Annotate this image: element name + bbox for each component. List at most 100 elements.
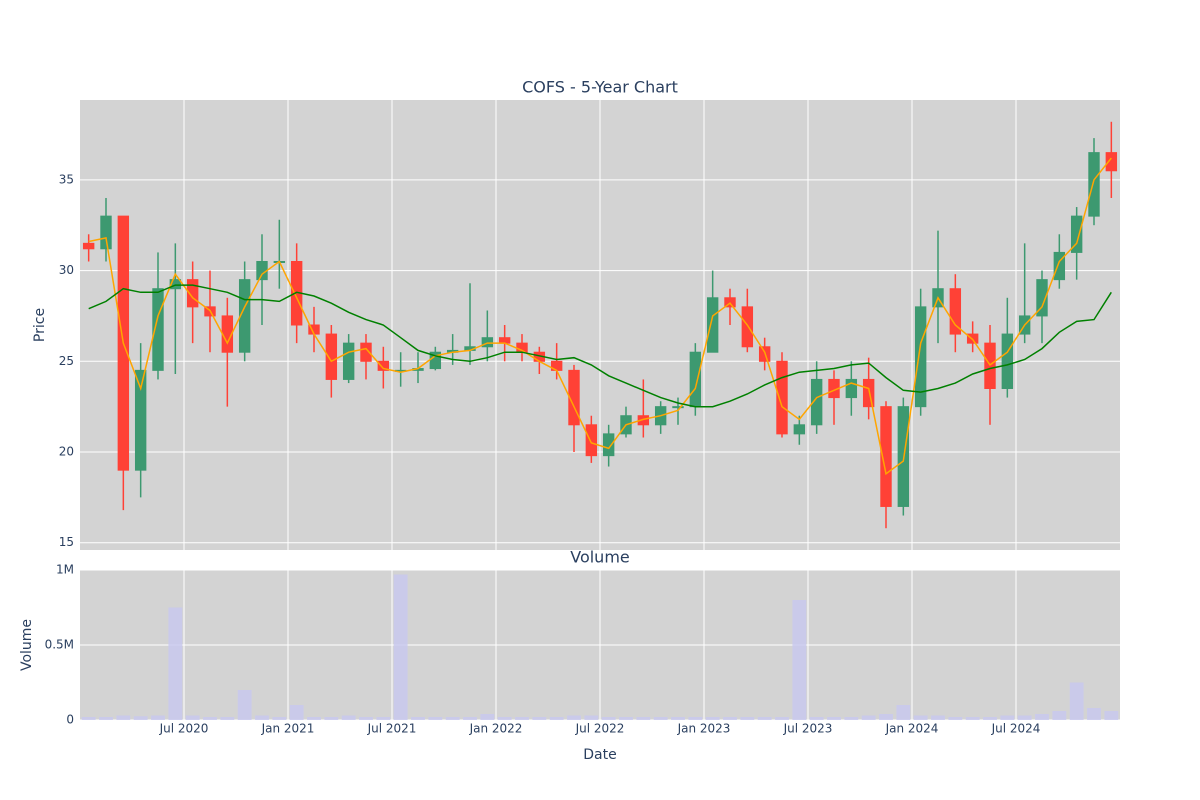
volume-bar <box>341 715 356 720</box>
candle-body <box>360 342 372 362</box>
candle-body <box>585 424 598 457</box>
volume-bar <box>81 717 96 720</box>
volume-bar <box>133 716 148 720</box>
volume-bar <box>913 715 928 720</box>
y-tick-label: 30 <box>59 263 74 277</box>
volume-bar <box>515 717 529 720</box>
volume-bar <box>792 600 807 720</box>
volume-bar <box>931 715 945 720</box>
moving-average-line <box>88 157 1112 476</box>
volume-bar <box>393 574 408 720</box>
volume-bar <box>99 717 113 720</box>
volume-bar <box>1017 715 1032 720</box>
volume-bar <box>567 715 581 720</box>
volume-bar <box>324 717 339 720</box>
candle-body <box>741 306 754 348</box>
candle-body <box>100 215 112 250</box>
volume-bar <box>636 717 651 720</box>
volume-bar <box>1035 714 1049 720</box>
volume-bar <box>1052 711 1067 720</box>
candle-body <box>949 288 962 335</box>
candle-body <box>845 378 858 399</box>
y-tick-label: 15 <box>59 535 74 549</box>
candle-body <box>1001 333 1014 390</box>
x-axis-label: Date <box>583 747 616 763</box>
volume-bar <box>740 717 755 720</box>
y-tick-label: 35 <box>59 172 74 186</box>
volume-bar <box>584 715 599 720</box>
volume-bar <box>948 717 963 720</box>
volume-bar <box>463 717 477 720</box>
volume-bar <box>411 717 425 720</box>
volume-bar <box>497 717 512 720</box>
candle-body <box>1036 279 1048 317</box>
volume-title: Volume <box>570 548 630 567</box>
candle-body <box>152 288 164 371</box>
volume-bar <box>255 715 269 720</box>
volume-bar <box>844 717 859 720</box>
moving-average-line <box>88 284 1112 408</box>
candle-body <box>706 297 719 353</box>
volume-bar <box>671 717 685 720</box>
x-tick-label: Jul 2024 <box>991 722 1041 736</box>
volume-bar <box>168 607 183 720</box>
volume-bar <box>220 717 235 720</box>
y-tick-label: 0.5M <box>45 638 74 652</box>
volume-bar <box>896 705 911 720</box>
candle-body <box>568 369 580 426</box>
volume-bar <box>879 714 893 720</box>
volume-bar <box>688 717 703 720</box>
x-tick-label: Jul 2020 <box>159 722 209 736</box>
x-tick-label: Jan 2021 <box>261 722 315 736</box>
volume-bar <box>1000 715 1015 720</box>
candle-body <box>1053 251 1066 281</box>
volume-bar <box>1069 682 1084 720</box>
candle-body <box>672 406 684 409</box>
candle-body <box>82 242 95 250</box>
candle-body <box>602 433 615 457</box>
candle-body <box>377 360 390 371</box>
candle-body <box>862 378 875 408</box>
candle-body <box>793 424 806 435</box>
volume-bar <box>359 717 373 720</box>
x-tick-label: Jan 2022 <box>469 722 523 736</box>
volume-bar <box>653 717 668 720</box>
volume-bar <box>705 717 720 720</box>
candle-body <box>1070 215 1083 253</box>
volume-bar <box>532 717 547 720</box>
volume-bar <box>480 714 495 720</box>
y-tick-label: 20 <box>59 445 74 459</box>
volume-bar <box>376 717 391 720</box>
volume-bar <box>1104 711 1119 720</box>
candle-body <box>880 406 892 507</box>
volume-bar <box>428 717 443 720</box>
y-tick-label: 1M <box>56 563 74 577</box>
volume-bar <box>185 715 200 720</box>
volume-bar <box>723 717 737 720</box>
volume-bar <box>151 715 165 720</box>
volume-bar <box>307 717 321 720</box>
candle-body <box>134 369 147 471</box>
volume-bar <box>237 690 252 720</box>
volume-bar <box>983 717 997 720</box>
candle-body <box>498 337 511 344</box>
volume-bar <box>601 717 616 720</box>
candle-body <box>238 279 251 353</box>
volume-bar <box>272 717 287 720</box>
chart-title: COFS - 5-Year Chart <box>522 78 678 97</box>
x-tick-label: Jul 2022 <box>575 722 625 736</box>
volume-bar <box>116 715 131 720</box>
x-tick-label: Jan 2024 <box>885 722 939 736</box>
volume-bar <box>289 705 304 720</box>
volume-bar <box>775 717 789 720</box>
candle-body <box>810 378 823 426</box>
volume-bar <box>549 717 564 720</box>
candle-body <box>256 260 268 281</box>
x-tick-label: Jul 2021 <box>367 722 417 736</box>
y-axis-label: Volume <box>19 619 35 671</box>
volume-bar <box>757 717 772 720</box>
candle-body <box>169 279 182 290</box>
y-axis-label: Price <box>32 308 48 342</box>
volume-bar <box>965 717 980 720</box>
